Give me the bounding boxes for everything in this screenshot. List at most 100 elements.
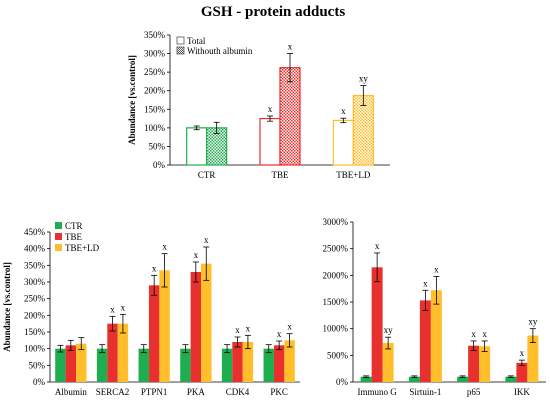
y-tick-label: 200% [144, 86, 166, 96]
bar-tbe-ld-immuno-g [382, 343, 394, 382]
significance-label-tbe-ld-serca2: x [121, 302, 126, 312]
bar-tbe-cdk4 [232, 342, 243, 382]
y-tick-label: 150% [144, 104, 166, 114]
y-tick-label: 1000% [323, 324, 349, 334]
significance-label-tbe-pka: x [194, 250, 199, 260]
y-tick-label: 150% [24, 327, 46, 337]
bar-total-tbe [259, 117, 281, 166]
category-label-serca2: SERCA2 [96, 387, 130, 397]
bar-tbe-ld-sirtuin-1 [430, 290, 442, 382]
significance-label-total-tbe-ld: x [341, 106, 346, 116]
bar-ctr-cdk4 [221, 348, 233, 382]
significance-label-tbe-ld-immuno-g: xy [384, 325, 394, 335]
significance-label-tbe-ptpn1: x [152, 263, 157, 273]
bar-ctr-sirtuin-1 [408, 376, 420, 382]
legend-swatch-tbe-ld [55, 244, 62, 251]
bar-ctr-p65 [457, 376, 469, 382]
legend-swatch-total [176, 36, 185, 45]
y-tick-label: 0% [336, 377, 349, 387]
legend-label-without-albumin: Withouth albumin [187, 46, 253, 56]
legend-label-tbe: TBE [65, 232, 83, 242]
y-tick-label: 100% [24, 344, 46, 354]
significance-label-tbe-ld-pkc: x [287, 322, 292, 332]
y-axis-label: Abundance [vs.control] [127, 55, 137, 145]
y-tick-label: 250% [24, 294, 46, 304]
bar-tbe-sirtuin-1 [419, 300, 431, 382]
bar-tbe-pkc [273, 345, 285, 382]
y-tick-label: 300% [24, 277, 46, 287]
category-label-p65: p65 [467, 387, 481, 397]
significance-label-tbe-immuno-g: x [375, 241, 380, 251]
bar-ctr-ikk [505, 376, 517, 382]
bar-tbe-ikk [516, 362, 528, 382]
bar-tbe-ld-albumin [76, 343, 87, 382]
bar-tbe-albumin [65, 345, 77, 382]
bar-tbe-ld-p65 [479, 346, 491, 382]
significance-label-tbe-ikk: x [520, 348, 525, 358]
y-tick-label: 50% [149, 141, 166, 151]
bar-tbe-ptpn1 [148, 285, 160, 382]
y-tick-label: 1500% [323, 297, 349, 307]
category-label-pka: PKA [187, 387, 206, 397]
bar-ctr-albumin [55, 348, 66, 382]
significance-label-withouth-albumin-tbe-ld: xy [359, 74, 369, 84]
y-tick-label: 500% [327, 350, 349, 360]
legend-swatch-without-albumin [176, 46, 185, 55]
significance-label-tbe-sirtuin-1: x [423, 278, 428, 288]
bar-tbe-serca2 [107, 323, 118, 382]
y-tick-label: 400% [24, 244, 46, 254]
legend-label-ctr: CTR [65, 221, 83, 231]
y-axis-label: Abundance [vs.control] [2, 262, 12, 352]
bar-tbe-pka [190, 272, 202, 382]
significance-label-total-tbe: x [268, 104, 273, 114]
category-label-sirtuin-1: Sirtuin-1 [409, 387, 441, 397]
category-label-ctr: CTR [198, 170, 216, 180]
category-label-cdk4: CDK4 [226, 387, 250, 397]
legend-swatch-tbe [55, 233, 62, 240]
y-tick-label: 0% [153, 160, 166, 170]
bar-tbe-ld-cdk4 [242, 342, 254, 382]
category-label-ikk: IKK [514, 387, 530, 397]
category-label-ptpn1: PTPN1 [141, 387, 168, 397]
chart-bottom-left: 0% 50% 100% 150% 200% 250% 300% 350% 400% 450% Abu… [2, 221, 300, 397]
figure-title: GSH - protein adducts [201, 4, 345, 20]
category-label-pkc: PKC [270, 387, 288, 397]
y-tick-label: 100% [144, 123, 166, 133]
category-label-immuno-g: Immuno G [358, 387, 398, 397]
chart-bottom-right: 0% 500% 1000% 1500% 2000% 2500% 3000% Immuno G x… [323, 217, 546, 397]
y-tick-label: 3000% [323, 217, 349, 227]
significance-label-tbe-ld-ptpn1: x [162, 242, 167, 252]
bar-tbe-ld-ptpn1 [159, 270, 170, 382]
bar-total-ctr [186, 127, 208, 166]
significance-label-tbe-p65: x [471, 329, 476, 339]
y-tick-label: 350% [24, 260, 46, 270]
bar-ctr-pkc [263, 348, 274, 382]
y-tick-label: 0% [33, 377, 46, 387]
category-label-tbe-ld: TBE+LD [336, 170, 371, 180]
legend-swatch-ctr [55, 222, 62, 229]
bar-ctr-pka [180, 348, 191, 382]
y-tick-label: 250% [144, 67, 166, 77]
legend-label-tbe-ld: TBE+LD [65, 243, 100, 253]
category-label-tbe: TBE [272, 170, 290, 180]
y-tick-label: 50% [29, 360, 46, 370]
y-tick-label: 200% [24, 310, 46, 320]
y-tick-label: 300% [144, 49, 166, 59]
bar-tbe-ld-serca2 [117, 323, 129, 382]
chart-top: 0% 50% 100% 150% 200% 250% 300% 350% Abundance [… [127, 30, 390, 180]
significance-label-tbe-cdk4: x [235, 325, 240, 335]
y-tick-label: 2000% [323, 270, 349, 280]
significance-label-tbe-ld-cdk4: x [246, 323, 251, 333]
bar-tbe-ld-ikk [527, 335, 539, 382]
bar-total-tbe-ld [332, 119, 354, 166]
bar-tbe-ld-pka [201, 263, 212, 382]
y-tick-label: 2500% [323, 244, 349, 254]
significance-label-tbe-serca2: x [110, 304, 115, 314]
significance-label-tbe-ld-sirtuin-1: x [434, 264, 439, 274]
significance-label-withouth-albumin-tbe: x [288, 42, 293, 52]
bar-ctr-ptpn1 [138, 348, 149, 382]
significance-label-tbe-ld-ikk: xy [528, 317, 538, 327]
bar-withouth-albumin-tbe [279, 67, 301, 166]
legend-label-total: Total [187, 36, 206, 46]
